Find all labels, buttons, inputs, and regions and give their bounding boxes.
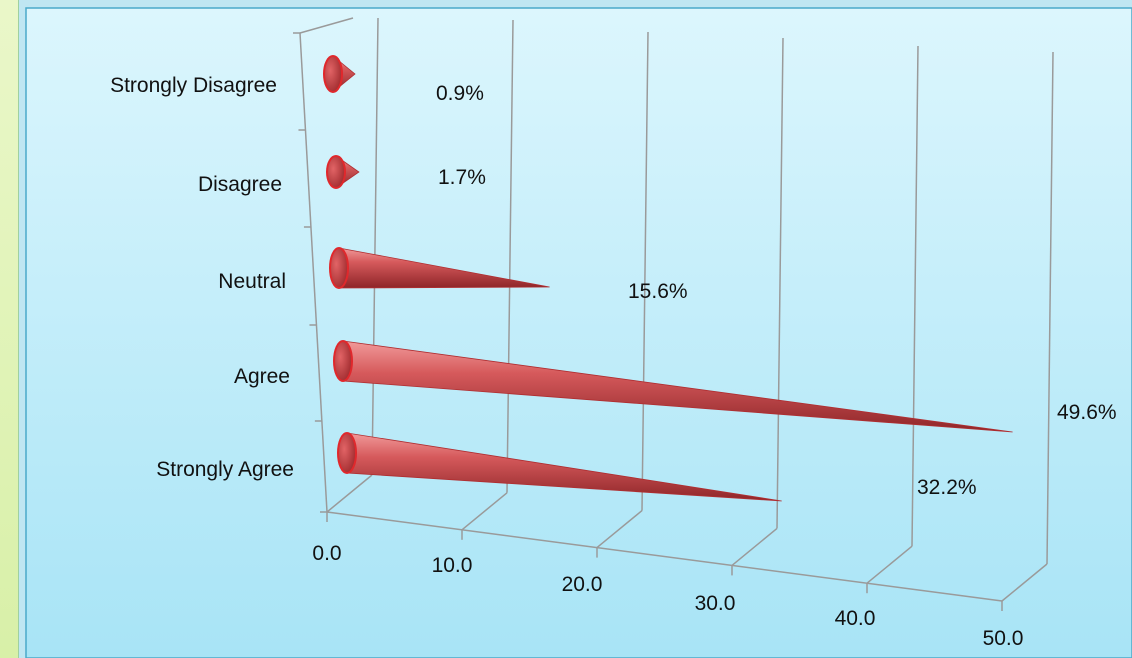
floor-gridline (1001, 563, 1048, 602)
wall-top-edge (299, 17, 354, 34)
plot-background (25, 7, 1132, 658)
category-label: Strongly Agree (156, 458, 294, 481)
x-axis-line (326, 511, 1003, 602)
floor-gridline (866, 545, 913, 584)
wall-gridline (911, 45, 919, 547)
left-accent-stripe (0, 0, 19, 658)
x-tick-label: 40.0 (835, 607, 876, 630)
category-label: Disagree (198, 173, 282, 196)
data-label: 1.7% (438, 166, 486, 189)
floor-gridline (596, 510, 643, 549)
y-axis-line (299, 32, 328, 513)
floor-gridline (731, 527, 778, 566)
x-tick-label: 30.0 (695, 592, 736, 615)
cone-base (326, 155, 346, 189)
category-label: Neutral (218, 270, 286, 293)
data-label: 0.9% (436, 82, 484, 105)
x-tick-label: 10.0 (432, 554, 473, 577)
wall-gridline (506, 19, 514, 493)
wall-gridline (1046, 51, 1054, 565)
cone-base (329, 247, 349, 289)
x-tick-label: 0.0 (312, 542, 341, 565)
x-tick-label: 50.0 (983, 627, 1024, 650)
category-label: Agree (234, 365, 290, 388)
wall-gridline (641, 31, 649, 511)
floor-gridline (461, 492, 508, 531)
data-label: 32.2% (917, 476, 977, 499)
cone-base (323, 55, 343, 93)
cone-base (333, 340, 353, 382)
data-label: 15.6% (628, 280, 688, 303)
wall-gridline (776, 37, 784, 529)
cone-base (337, 432, 357, 474)
floor-gridline (326, 474, 373, 513)
x-tick-label: 20.0 (562, 573, 603, 596)
category-label: Strongly Disagree (110, 74, 277, 97)
wall-gridline (371, 17, 379, 476)
data-label: 49.6% (1057, 401, 1117, 424)
